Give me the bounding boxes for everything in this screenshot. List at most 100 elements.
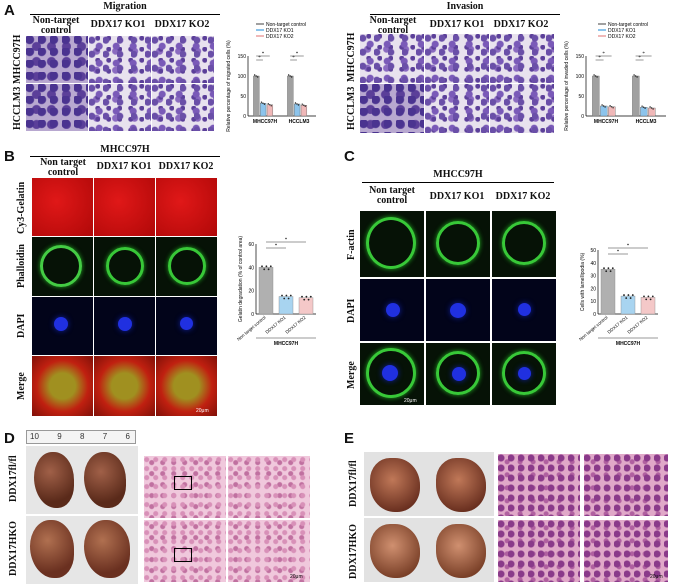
data-point [305, 295, 308, 298]
ruler-labels: 10 9 8 7 6 [30, 432, 130, 441]
inv-image-2-2 [425, 84, 489, 133]
d-row-2: DDX17HKO [8, 521, 19, 577]
e-row-1: DDX17fl/fl [348, 460, 359, 508]
e-scalebar-label: 20μm [650, 574, 663, 580]
e-he-high-2 [584, 520, 668, 582]
data-point [255, 75, 257, 77]
data-point [262, 102, 264, 104]
panel-label-a: A [4, 2, 15, 19]
inv-image-2-1 [360, 84, 424, 133]
sig-star: * [296, 52, 299, 57]
data-point [593, 74, 595, 76]
data-point [290, 76, 293, 78]
gelatin-chart: 0 20 40 60 Gelatin degradation (% of control… [236, 236, 316, 347]
panel-label-c: C [344, 148, 355, 165]
inv-image-2-3 [490, 84, 554, 133]
c-img-dapi-2 [426, 279, 490, 341]
panel-c-title-line [362, 182, 554, 183]
sig-star: * [262, 52, 265, 57]
d-he-high-1 [228, 456, 310, 518]
data-point [644, 107, 646, 109]
panel-b-title: MHCC97H [100, 144, 150, 155]
data-point [263, 268, 266, 271]
bar [266, 104, 274, 117]
inv-row-2: HCCLM3 [346, 86, 357, 130]
data-point [596, 76, 598, 78]
migration-title: Migration [103, 1, 147, 12]
mig-image-2-1 [26, 84, 88, 131]
panel-b-title-line [30, 156, 220, 157]
y-tick-label: 0 [581, 114, 584, 120]
data-point [267, 103, 269, 105]
data-point [301, 103, 303, 105]
y-tick-label: 40 [590, 261, 596, 267]
data-point [603, 267, 605, 270]
sig-star: * [638, 56, 641, 61]
x-tick-label: MHCC97H [253, 119, 278, 125]
data-point [649, 106, 651, 108]
data-point [623, 294, 625, 296]
bar [258, 267, 274, 315]
data-point [304, 105, 306, 107]
d-row-1: DDX17fl/fl [8, 455, 19, 503]
data-point [645, 298, 648, 301]
data-point [609, 270, 612, 273]
bar [608, 106, 616, 117]
data-point [642, 106, 645, 108]
y-tick-label: 0 [243, 114, 246, 120]
inv-image-1-3 [490, 34, 554, 83]
inv-image-1-2 [425, 34, 489, 83]
x-axis-label: MHCC97H [616, 341, 641, 347]
data-point [607, 267, 610, 270]
y-tick-label: 150 [238, 54, 247, 60]
mig-image-1-3 [152, 36, 214, 83]
mig-header-2: DDX17 KO1 [90, 19, 146, 30]
y-axis-label: Cells with lamellipodia (%) [580, 252, 586, 311]
y-axis-label: Gelatin degradation (% of control area) [238, 236, 244, 322]
sig-star: * [292, 56, 295, 61]
bar [278, 296, 294, 315]
lamellipodia-chart: 0 10 20 30 40 50 Cells with lamellipodia (%) No… [578, 244, 658, 347]
bar [592, 75, 600, 117]
data-point [307, 298, 310, 301]
data-point [301, 295, 303, 298]
legend-label: Non-target control [608, 22, 648, 28]
d-liver-ko-1 [30, 520, 74, 578]
bar [632, 75, 640, 117]
b-img-gelatin-2 [94, 178, 155, 236]
bar [298, 297, 314, 315]
c-img-factin-1 [360, 211, 424, 277]
y-tick-label: 10 [590, 299, 596, 305]
y-tick-label: 60 [248, 242, 254, 248]
data-point [633, 74, 635, 76]
y-tick-label: 100 [576, 74, 585, 80]
b-img-phalloidin-3 [156, 237, 217, 296]
y-tick-label: 100 [238, 74, 247, 80]
data-point [647, 295, 650, 298]
c-row-3: Merge [346, 361, 357, 389]
legend-label: Non-target control [266, 22, 306, 28]
y-tick-label: 50 [578, 94, 584, 100]
sig-star: * [258, 56, 261, 61]
inv-header-3: DDX17 KO2 [493, 19, 549, 30]
mig-image-1-1 [26, 36, 88, 83]
d-scalebar-label: 20μm [290, 574, 303, 580]
ruler [26, 430, 136, 444]
d-liver-ctrl-2 [84, 452, 126, 508]
b-row-2: Phalloidin [16, 244, 27, 288]
d-he-low-1 [144, 456, 226, 518]
y-tick-label: 0 [251, 312, 254, 318]
x-tick-label: DDX17 KO1 [264, 315, 287, 335]
e-lung-ko-2 [436, 524, 486, 578]
data-point [303, 104, 305, 106]
data-point [261, 265, 263, 268]
sig-star: * [617, 250, 620, 255]
bar [640, 297, 656, 315]
data-point [627, 294, 630, 296]
data-point [309, 295, 312, 298]
x-tick-label: MHCC97H [594, 119, 619, 125]
e-lung-ctrl-1 [370, 458, 420, 512]
data-point [267, 268, 270, 271]
